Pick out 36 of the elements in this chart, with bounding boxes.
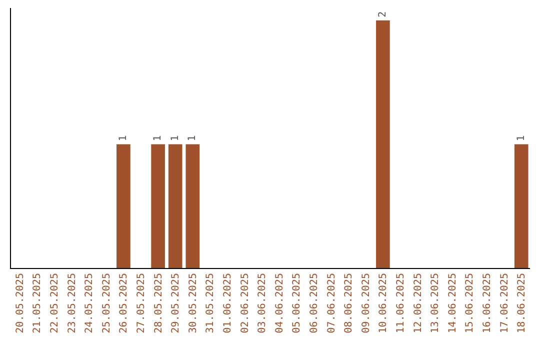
- x-tick-label: 30.05.2025: [188, 273, 199, 334]
- x-tick-label: 27.05.2025: [136, 273, 147, 334]
- x-tick-label: 14.06.2025: [447, 273, 458, 334]
- x-tick-label: 07.06.2025: [326, 273, 338, 334]
- x-tick-label: 09.06.2025: [360, 273, 372, 334]
- x-tick-label: 18.06.2025: [516, 273, 528, 334]
- x-tick-label: 23.05.2025: [66, 273, 78, 334]
- x-tick-label: 21.05.2025: [32, 273, 44, 334]
- data-label: 1: [118, 135, 129, 142]
- x-tick-label: 03.06.2025: [257, 273, 268, 334]
- x-tick-label: 06.06.2025: [309, 273, 320, 334]
- x-tick-label: 05.06.2025: [292, 273, 303, 334]
- data-label: 1: [516, 135, 527, 142]
- x-tick-label: 17.06.2025: [499, 273, 510, 334]
- x-tick-label: 16.06.2025: [482, 273, 493, 334]
- x-tick-label: 22.05.2025: [50, 273, 60, 334]
- x-tick-label: 25.05.2025: [101, 273, 112, 334]
- data-label: 1: [187, 135, 198, 142]
- x-tick-label: 15.06.2025: [464, 273, 476, 334]
- x-tick-label: 12.06.2025: [412, 273, 424, 334]
- data-label: 2: [377, 11, 388, 18]
- x-tick-label: 11.06.2025: [396, 273, 406, 334]
- x-tick-label: 31.05.2025: [205, 273, 216, 334]
- x-tick-label: 26.05.2025: [118, 273, 130, 334]
- x-tick-label: 02.06.2025: [240, 273, 251, 334]
- x-tick-label: 10.06.2025: [378, 273, 390, 334]
- x-tick-label: 13.06.2025: [430, 273, 442, 334]
- x-tick-label: 28.05.2025: [153, 273, 164, 334]
- x-tick-label: 01.06.2025: [222, 273, 234, 334]
- x-tick-label: 04.06.2025: [274, 273, 286, 334]
- x-tick-label: 24.05.2025: [84, 273, 96, 334]
- x-tick-label: 08.06.2025: [344, 273, 355, 334]
- x-tick-label: 20.05.2025: [14, 273, 26, 334]
- data-label: 1: [170, 135, 181, 142]
- x-tick-label: 29.05.2025: [170, 273, 182, 334]
- data-label: 1: [152, 135, 164, 142]
